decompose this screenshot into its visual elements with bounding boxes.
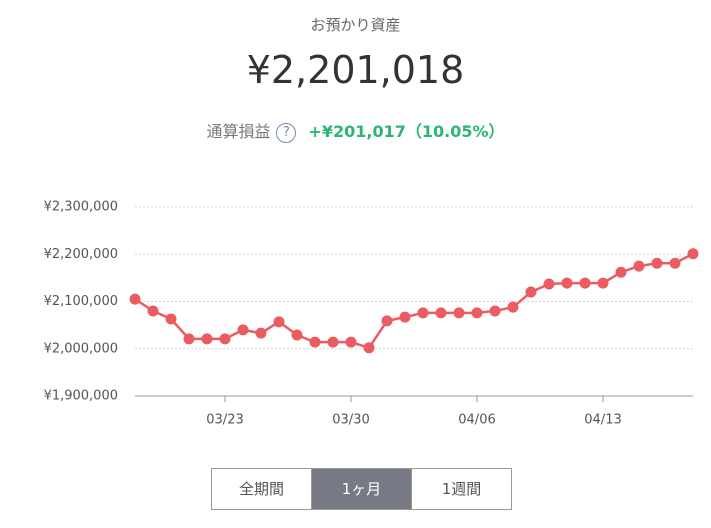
x-tick-label: 03/23 [206, 413, 243, 428]
data-point [183, 333, 195, 345]
profit-value: +¥201,017（10.05%） [308, 122, 505, 141]
data-point [417, 307, 429, 319]
data-point [165, 313, 177, 325]
period-button[interactable]: 1週間 [411, 469, 511, 509]
data-point [219, 333, 231, 345]
balance-total: ¥2,201,018 [246, 48, 465, 92]
data-point [273, 316, 285, 328]
help-icon[interactable]: ? [276, 123, 297, 143]
data-point [525, 286, 537, 298]
series-line [134, 252, 694, 350]
data-point [669, 257, 681, 269]
data-point [597, 277, 609, 289]
data-point [237, 324, 249, 336]
data-point [363, 342, 375, 354]
data-point [201, 333, 213, 345]
y-tick-label: ¥2,200,000 [44, 247, 118, 262]
data-point [291, 329, 303, 341]
data-point [255, 327, 267, 339]
data-point [471, 307, 483, 319]
data-point [615, 266, 627, 278]
data-point [327, 336, 339, 348]
y-tick-label: ¥1,900,000 [44, 389, 118, 404]
data-point [435, 307, 447, 319]
period-button[interactable]: 1ヶ月 [311, 469, 411, 509]
data-point [543, 278, 555, 290]
y-tick-label: ¥2,300,000 [44, 200, 118, 215]
data-point [453, 307, 465, 319]
data-point [309, 336, 321, 348]
data-point [561, 277, 573, 289]
y-tick-label: ¥2,100,000 [44, 294, 118, 309]
x-tick-label: 03/30 [332, 413, 369, 428]
chart: ¥1,900,000 ¥2,000,000 ¥2,100,000 ¥2,200,000… [44, 200, 699, 428]
data-point [345, 336, 357, 348]
data-point [399, 311, 411, 323]
profit-label: 通算損益 [206, 122, 271, 141]
x-tick-label: 04/06 [458, 413, 495, 428]
data-point [687, 248, 699, 260]
data-point [147, 305, 159, 317]
balance-label: お預かり資産 [310, 16, 401, 34]
period-button[interactable]: 全期間 [212, 469, 311, 509]
x-tick-label: 04/13 [584, 413, 621, 428]
data-point [579, 277, 591, 289]
data-point [651, 257, 663, 269]
data-point [633, 260, 645, 272]
period-toggle: 全期間 1ヶ月 1週間 [211, 468, 512, 510]
data-point [381, 315, 393, 327]
data-point [489, 305, 501, 317]
y-tick-label: ¥2,000,000 [44, 341, 118, 356]
data-point [129, 293, 141, 305]
profit-row: 通算損益? +¥201,017（10.05%） [0, 118, 711, 143]
data-point [507, 301, 519, 313]
